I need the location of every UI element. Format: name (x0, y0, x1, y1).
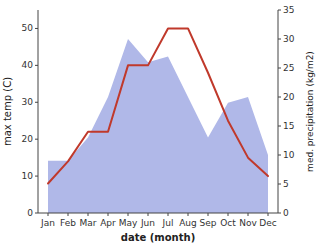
x-tick (128, 213, 129, 216)
y2-tick-label: 10 (283, 150, 295, 160)
y-tick (35, 139, 38, 140)
x-tick-label: Aug (179, 218, 197, 228)
x-tick-label: Nov (239, 218, 257, 228)
y2-tick (278, 97, 281, 98)
x-tick-label: Feb (60, 218, 76, 228)
y-tick-label: 50 (22, 23, 34, 33)
y-tick-label: 40 (22, 60, 34, 70)
x-tick-label: Jan (40, 218, 55, 228)
y-tick (35, 213, 38, 214)
y2-tick-label: 25 (283, 63, 294, 73)
y2-tick-label: 30 (283, 34, 295, 44)
x-tick-label: Mar (80, 218, 97, 228)
x-tick-label: Dec (259, 218, 276, 228)
plot-area (48, 28, 268, 213)
x-tick-label: Apr (100, 218, 116, 228)
area (48, 39, 268, 213)
x-tick (248, 213, 249, 216)
y2-tick-label: 15 (283, 121, 294, 131)
chart: Jan Feb MarAprMayJun Jul AugSepOctNovDec 0 10 2… (0, 0, 318, 247)
y2-tick-label: 35 (283, 5, 294, 15)
x-tick-label: Jun (140, 218, 155, 228)
x-tick (88, 213, 89, 216)
y-tick (35, 102, 38, 103)
y2-tick (278, 10, 281, 11)
y2-tick (278, 39, 281, 40)
x-axis-label: date (month) (121, 232, 195, 243)
x-tick (188, 213, 189, 216)
y-tick-label: 0 (27, 208, 33, 218)
axes: Jan Feb MarAprMayJun Jul AugSepOctNovDec 0 10 2… (22, 5, 295, 228)
x-tick (168, 213, 169, 216)
x-tick (208, 213, 209, 216)
x-tick (268, 213, 269, 216)
y2-axis-line (278, 10, 279, 213)
y2-tick-label: 0 (283, 208, 289, 218)
y2-tick (278, 213, 281, 214)
y2-tick-label: 5 (283, 179, 289, 189)
y-axis-line (38, 10, 39, 213)
page: {"chart_data": {"type": "line", "x_label… (0, 0, 318, 247)
x-tick-label: May (119, 218, 138, 228)
y-tick (35, 28, 38, 29)
y-tick (35, 65, 38, 66)
x-tick-label: Oct (220, 218, 236, 228)
y2-tick (278, 68, 281, 69)
chart-container: Jan Feb MarAprMayJun Jul AugSepOctNovDec 0 10 2… (0, 0, 318, 247)
y-tick-label: 30 (22, 97, 34, 107)
x-tick (48, 213, 49, 216)
x-axis-line (38, 213, 278, 214)
y-tick (35, 176, 38, 177)
y2-tick-label: 20 (283, 92, 295, 102)
x-tick (68, 213, 69, 216)
x-tick-label: Sep (200, 218, 217, 228)
y-axis-label: max temp (C) (2, 77, 13, 146)
y2-tick (278, 184, 281, 185)
x-tick (228, 213, 229, 216)
y2-tick (278, 155, 281, 156)
y2-axis-label: med. precipitation (kg/m2) (305, 51, 315, 172)
line (48, 28, 268, 183)
y2-tick (278, 126, 281, 127)
x-tick (108, 213, 109, 216)
y-tick-label: 10 (22, 171, 34, 181)
y-tick-label: 20 (22, 134, 34, 144)
x-tick (148, 213, 149, 216)
x-tick-label: Jul (162, 218, 174, 228)
